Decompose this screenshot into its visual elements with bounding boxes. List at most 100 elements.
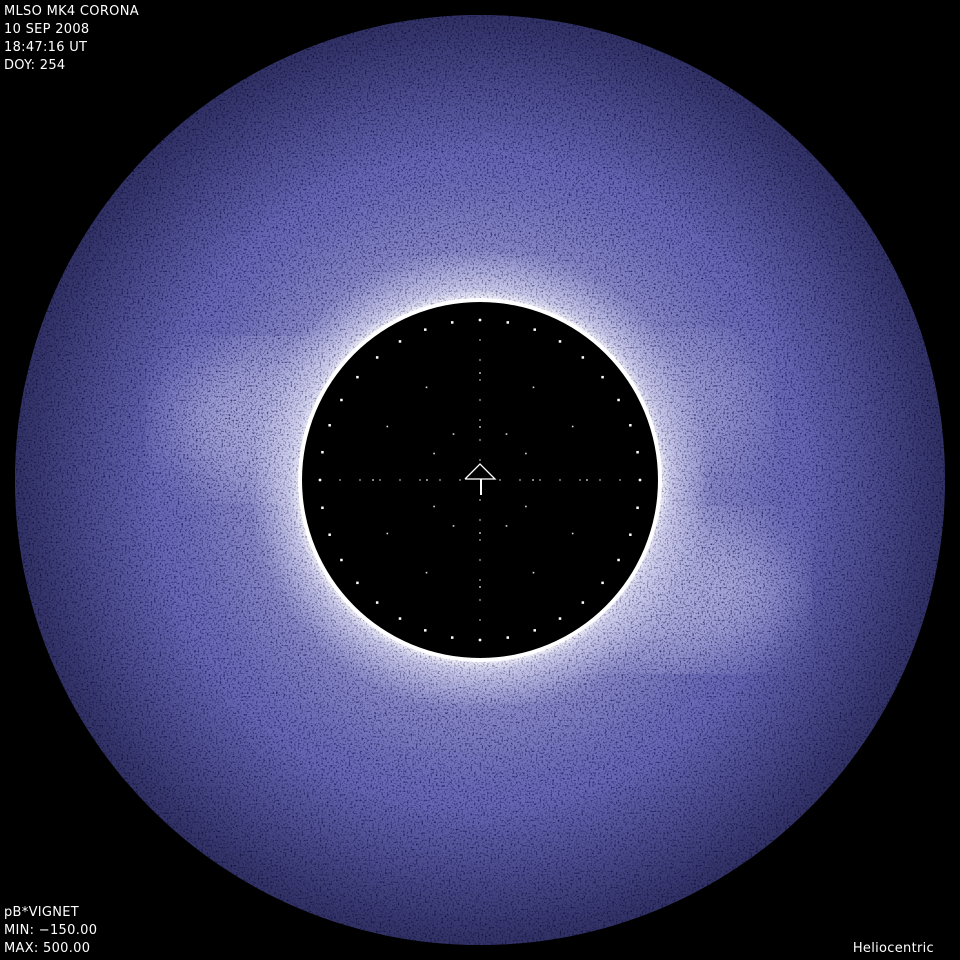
max-label: MAX: 500.00: [4, 941, 91, 956]
grid-dot: [479, 379, 481, 381]
grid-dot: [479, 579, 481, 581]
grid-dot: [398, 340, 402, 343]
grid-dot: [419, 479, 421, 481]
north-arrow-icon: [464, 463, 497, 495]
grid-dot: [619, 479, 621, 481]
frame-label: Heliocentric: [852, 941, 934, 956]
grid-dot: [479, 539, 481, 541]
grid-dot: [571, 425, 574, 428]
grid-dot: [450, 321, 454, 324]
grid-dot: [581, 356, 585, 359]
grid-dot: [559, 479, 561, 481]
min-label: MIN: −150.00: [4, 923, 98, 938]
grid-dot: [532, 386, 535, 389]
grid-dot: [321, 450, 324, 454]
grid-dot: [318, 478, 322, 482]
grid-dot: [479, 619, 481, 621]
grid-dot: [386, 425, 389, 428]
grid-dot: [328, 533, 331, 536]
product-label: pB*VIGNET: [4, 905, 80, 920]
grid-dot: [617, 398, 620, 402]
grid-dot: [375, 601, 379, 604]
grid-dot: [539, 479, 541, 481]
grid-dot: [450, 636, 454, 639]
grid-dot: [638, 478, 642, 482]
grid-dot: [459, 479, 461, 481]
grid-dot: [433, 452, 435, 455]
grid-dot: [479, 439, 481, 441]
grid-dot: [479, 419, 481, 421]
grid-dot: [505, 433, 508, 435]
grid-dot: [636, 450, 639, 454]
grid-dot: [398, 617, 402, 620]
grid-dot: [452, 433, 455, 435]
grid-dot: [439, 479, 441, 481]
grid-dot: [425, 571, 428, 574]
grid-dot: [478, 318, 482, 322]
grid-dot: [601, 581, 604, 585]
grid-dot: [372, 479, 374, 481]
grid-dot: [601, 375, 604, 379]
grid-dot: [479, 399, 481, 401]
grid-dot: [579, 479, 581, 481]
date-label: 10 SEP 2008: [4, 22, 90, 37]
grid-dot: [499, 479, 501, 481]
grid-dot: [479, 339, 481, 341]
grid-dot: [478, 638, 482, 642]
grid-dot: [340, 398, 343, 402]
grid-dot: [586, 479, 588, 481]
grid-dot: [532, 479, 534, 481]
grid-dot: [433, 505, 435, 508]
grid-dot: [599, 479, 601, 481]
grid-dot: [479, 586, 481, 588]
grid-dot: [617, 558, 620, 562]
grid-dot: [386, 532, 389, 535]
grid-dots: [318, 318, 642, 642]
doy-label: DOY: 254: [4, 58, 66, 73]
grid-dot: [629, 424, 632, 427]
grid-dot: [525, 505, 527, 508]
grid-dot: [505, 525, 508, 527]
grid-dot: [375, 356, 379, 359]
grid-dot: [379, 479, 381, 481]
grid-dot: [356, 581, 359, 585]
grid-dot: [479, 519, 481, 521]
grid-dot: [479, 599, 481, 601]
grid-dot: [532, 571, 535, 574]
grid-dot: [424, 629, 427, 632]
footer-info: pB*VIGNET MIN: −150.00 MAX: 500.00: [4, 904, 97, 958]
time-label: 18:47:16 UT: [4, 40, 88, 55]
grid-dot: [340, 558, 343, 562]
grid-dot: [533, 629, 536, 632]
grid-dot: [479, 426, 481, 428]
grid-dot: [479, 532, 481, 534]
instrument-label: MLSO MK4 CORONA: [4, 4, 139, 19]
grid-dot: [506, 321, 510, 324]
grid-dot: [328, 424, 331, 427]
grid-dot: [558, 617, 562, 620]
grid-dot: [356, 375, 359, 379]
grid-dot: [571, 532, 574, 535]
grid-dot: [629, 533, 632, 536]
grid-dot: [425, 386, 428, 389]
grid-dot: [479, 372, 481, 374]
grid-dot: [399, 479, 401, 481]
grid-dot: [424, 328, 427, 331]
grid-dot: [321, 506, 324, 510]
grid-dot: [533, 328, 536, 331]
grid-dot: [479, 559, 481, 561]
grid-dot: [359, 479, 361, 481]
grid-dot: [479, 499, 481, 501]
grid-dot: [426, 479, 428, 481]
grid-dot: [452, 525, 455, 527]
grid-dot: [339, 479, 341, 481]
grid-dot: [519, 479, 521, 481]
header-info: MLSO MK4 CORONA 10 SEP 2008 18:47:16 UT DOY…: [4, 3, 139, 75]
grid-dot: [479, 459, 481, 461]
grid-dot: [479, 359, 481, 361]
grid-dot: [636, 506, 639, 510]
grid-dot: [525, 452, 527, 455]
grid-dot: [558, 340, 562, 343]
